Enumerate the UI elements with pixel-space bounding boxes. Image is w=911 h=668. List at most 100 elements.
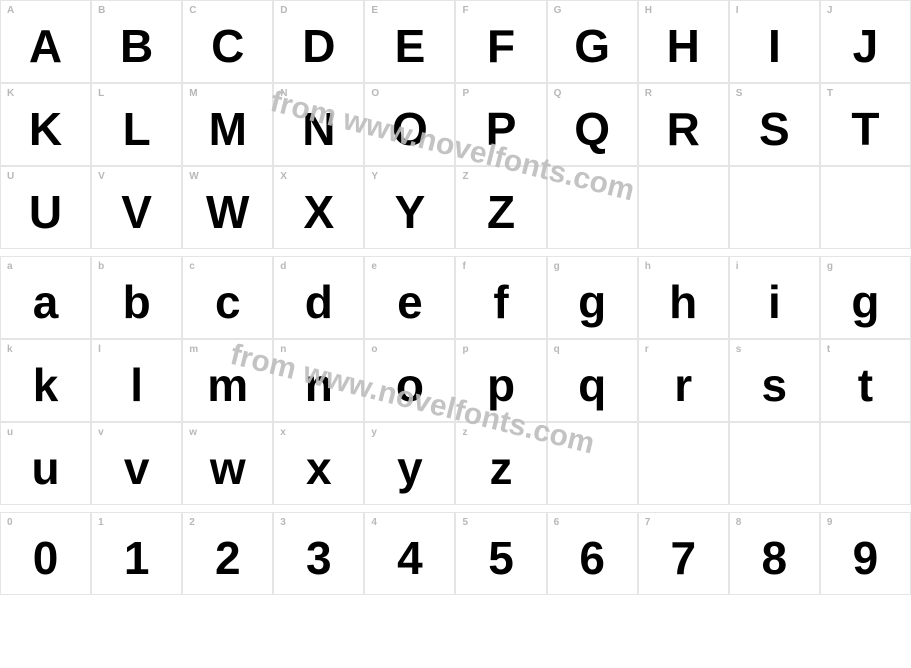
glyph-cell-glyph: y: [397, 445, 423, 491]
glyph-cell-glyph: n: [305, 362, 333, 408]
glyph-cell-glyph: O: [392, 106, 428, 152]
glyph-cell-glyph: 2: [215, 535, 241, 581]
glyph-cell-key: 8: [736, 517, 742, 528]
glyph-cell-key: m: [189, 344, 198, 355]
glyph-cell-glyph: 5: [488, 535, 514, 581]
glyph-cell: ii: [729, 256, 820, 339]
glyph-cell-glyph: K: [29, 106, 62, 152]
glyph-cell-glyph: I: [768, 23, 781, 69]
glyph-cell: 88: [729, 512, 820, 595]
glyph-cell: 99: [820, 512, 911, 595]
glyph-cell-glyph: S: [759, 106, 790, 152]
glyph-cell-key: Z: [462, 171, 468, 182]
glyph-cell: DD: [273, 0, 364, 83]
glyph-cell-glyph: 1: [124, 535, 150, 581]
glyph-cell: YY: [364, 166, 455, 249]
glyph-cell-glyph: G: [574, 23, 610, 69]
glyph-cell-key: U: [7, 171, 14, 182]
glyph-cell-glyph: 7: [670, 535, 696, 581]
glyph-cell: uu: [0, 422, 91, 505]
glyph-cell-key: P: [462, 88, 469, 99]
glyph-cell: II: [729, 0, 820, 83]
grid-gap: [820, 505, 911, 512]
glyph-cell-key: H: [645, 5, 652, 16]
glyph-cell: ZZ: [455, 166, 546, 249]
glyph-cell: nn: [273, 339, 364, 422]
glyph-cell-key: R: [645, 88, 652, 99]
glyph-cell: 22: [182, 512, 273, 595]
glyph-cell-key: L: [98, 88, 104, 99]
glyph-cell-glyph: Q: [574, 106, 610, 152]
glyph-cell: bb: [91, 256, 182, 339]
glyph-cell-glyph: v: [124, 445, 150, 491]
glyph-cell-key: d: [280, 261, 286, 272]
grid-gap: [638, 505, 729, 512]
glyph-cell-key: p: [462, 344, 468, 355]
glyph-cell-glyph: d: [305, 279, 333, 325]
glyph-cell: QQ: [547, 83, 638, 166]
grid-gap: [455, 249, 546, 256]
glyph-cell: EE: [364, 0, 455, 83]
glyph-cell: aa: [0, 256, 91, 339]
glyph-cell: [729, 422, 820, 505]
glyph-cell: ww: [182, 422, 273, 505]
grid-gap: [364, 249, 455, 256]
glyph-cell-glyph: p: [487, 362, 515, 408]
glyph-cell: tt: [820, 339, 911, 422]
glyph-cell: mm: [182, 339, 273, 422]
glyph-cell-key: K: [7, 88, 14, 99]
glyph-cell-key: e: [371, 261, 377, 272]
glyph-cell-glyph: a: [33, 279, 59, 325]
glyph-cell: 11: [91, 512, 182, 595]
glyph-cell: yy: [364, 422, 455, 505]
glyph-cell-glyph: b: [123, 279, 151, 325]
glyph-cell-glyph: w: [210, 445, 246, 491]
glyph-cell: RR: [638, 83, 729, 166]
glyph-cell: [547, 166, 638, 249]
glyph-cell-key: E: [371, 5, 378, 16]
glyph-cell-key: 6: [554, 517, 560, 528]
glyph-cell-key: a: [7, 261, 13, 272]
glyph-cell: MM: [182, 83, 273, 166]
glyph-cell-key: t: [827, 344, 830, 355]
glyph-cell-key: X: [280, 171, 287, 182]
glyph-cell: PP: [455, 83, 546, 166]
grid-gap: [729, 505, 820, 512]
glyph-cell-glyph: 9: [853, 535, 879, 581]
glyph-cell-key: Y: [371, 171, 378, 182]
glyph-cell-key: G: [554, 5, 562, 16]
glyph-cell-key: u: [7, 427, 13, 438]
glyph-cell: FF: [455, 0, 546, 83]
glyph-cell: ee: [364, 256, 455, 339]
glyph-cell-glyph: c: [215, 279, 241, 325]
glyph-cell-glyph: V: [121, 189, 152, 235]
glyph-cell: [820, 422, 911, 505]
glyph-cell-glyph: Z: [487, 189, 515, 235]
glyph-cell: pp: [455, 339, 546, 422]
glyph-cell: [638, 422, 729, 505]
glyph-cell-glyph: L: [123, 106, 151, 152]
glyph-cell-key: C: [189, 5, 196, 16]
grid-gap: [182, 505, 273, 512]
glyph-cell-key: x: [280, 427, 286, 438]
glyph-cell: [729, 166, 820, 249]
glyph-cell-glyph: C: [211, 23, 244, 69]
glyph-cell: NN: [273, 83, 364, 166]
glyph-cell-key: s: [736, 344, 742, 355]
glyph-cell-key: v: [98, 427, 104, 438]
glyph-cell-key: V: [98, 171, 105, 182]
glyph-cell: LL: [91, 83, 182, 166]
glyph-cell-key: 2: [189, 517, 195, 528]
glyph-cell-glyph: g: [578, 279, 606, 325]
glyph-cell-key: f: [462, 261, 465, 272]
glyph-cell-key: k: [7, 344, 13, 355]
glyph-cell-key: q: [554, 344, 560, 355]
glyph-cell-glyph: D: [302, 23, 335, 69]
glyph-cell: WW: [182, 166, 273, 249]
glyph-cell-key: 4: [371, 517, 377, 528]
glyph-cell-glyph: 8: [762, 535, 788, 581]
glyph-cell-key: A: [7, 5, 14, 16]
glyph-cell-key: l: [98, 344, 101, 355]
glyph-cell-key: w: [189, 427, 197, 438]
glyph-cell-glyph: m: [207, 362, 248, 408]
